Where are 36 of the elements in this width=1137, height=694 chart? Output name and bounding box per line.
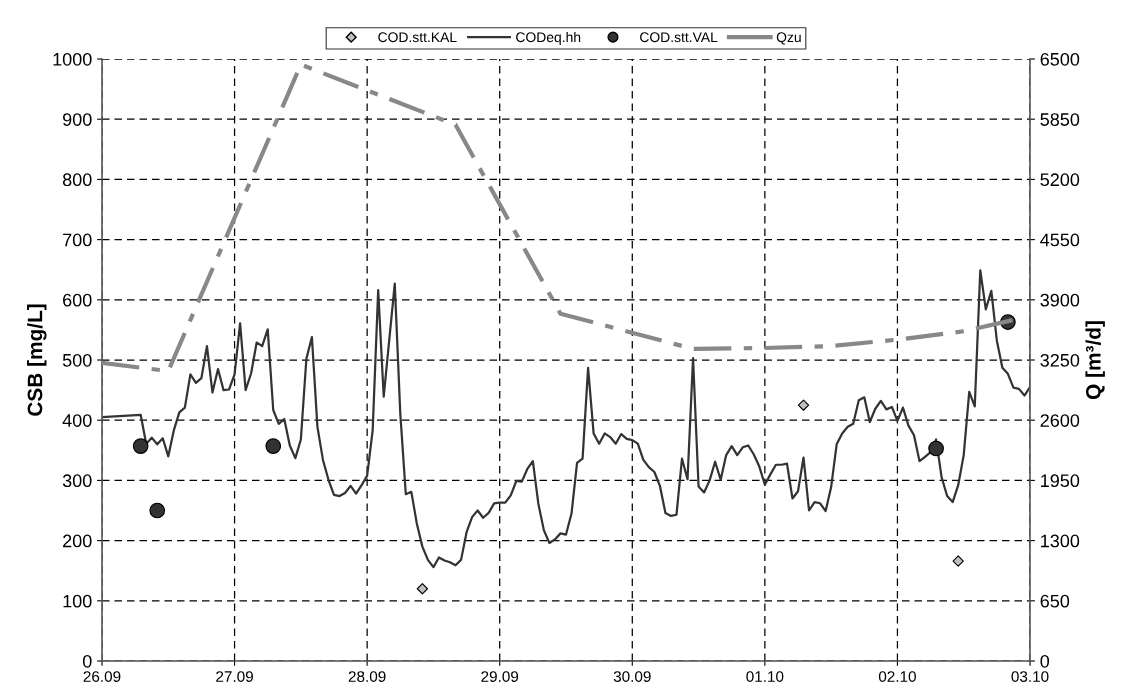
y2-tick-label: 6500 <box>1040 52 1080 66</box>
y-tick-label: 700 <box>63 233 92 247</box>
y-axis-title: CSB [mg/L] <box>27 304 47 416</box>
y-tick-label: 800 <box>62 173 92 187</box>
y2-tick-label: 1950 <box>1041 474 1080 488</box>
legend-label: CODeq.hh <box>516 31 581 45</box>
x-tick-label: 26.09 <box>83 671 121 682</box>
y-tick-label: 200 <box>63 534 92 548</box>
x-tick-label: 01.10 <box>746 671 784 682</box>
y2-tick-label: 3250 <box>1040 353 1080 367</box>
legend-label: COD.stt.VAL <box>640 32 718 43</box>
y-tick-label: 400 <box>62 414 92 427</box>
y-tick-label: 1000 <box>53 52 92 66</box>
x-tick-label: 03.10 <box>1011 671 1049 682</box>
y2-tick-label: 4550 <box>1040 233 1080 247</box>
y-tick-label: 100 <box>63 594 92 608</box>
x-tick-label: 29.09 <box>481 671 519 682</box>
legend-label: COD.stt.KAL <box>378 32 457 43</box>
y2-tick-label: 1300 <box>1041 534 1080 548</box>
x-tick-label: 02.10 <box>878 671 916 682</box>
legend-label: Qzu <box>776 32 801 45</box>
x-tick-label: 28.09 <box>348 671 386 682</box>
y2-axis-title: Q [m³/d] <box>1085 321 1105 400</box>
y-tick-label: 300 <box>62 474 92 488</box>
x-tick-label: 30.09 <box>613 671 651 682</box>
y2-tick-label: 5200 <box>1040 173 1080 187</box>
y2-tick-label: 5850 <box>1040 113 1080 126</box>
x-tick-label: 27.09 <box>216 671 253 682</box>
y-tick-label: 0 <box>82 654 92 668</box>
y2-tick-label: 2600 <box>1040 414 1080 427</box>
y-tick-label: 500 <box>62 353 92 367</box>
y2-tick-label: 650 <box>1040 594 1070 608</box>
y2-tick-label: 3900 <box>1040 293 1080 307</box>
y-tick-label: 900 <box>63 113 92 126</box>
y2-tick-label: 0 <box>1040 654 1050 668</box>
y-tick-label: 600 <box>63 293 92 307</box>
